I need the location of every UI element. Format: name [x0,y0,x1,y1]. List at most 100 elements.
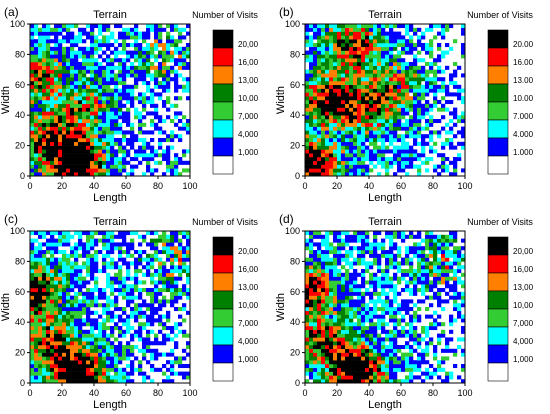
heatmap-cell [186,31,191,36]
heatmap-cell [90,107,95,112]
heatmap-cell [305,303,310,308]
heatmap-cell [365,115,370,120]
heatmap-cell [313,299,318,304]
heatmap-cell [158,138,163,143]
heatmap-cell [309,73,314,78]
heatmap-cell [102,364,107,369]
heatmap-cell [461,168,466,173]
heatmap-cell [341,39,346,44]
heatmap-cell [385,257,390,262]
heatmap-cell [162,295,167,300]
heatmap-cell [146,322,151,327]
heatmap-cell [377,257,382,262]
heatmap-cell [142,153,147,158]
heatmap-cell [389,141,394,146]
heatmap-cell [122,329,127,334]
heatmap-cell [166,337,171,342]
heatmap-cell [337,375,342,380]
heatmap-cell [78,307,83,312]
heatmap-cell [110,246,115,251]
heatmap-cell [38,134,43,139]
heatmap-cell [54,126,59,131]
heatmap-cell [401,360,406,365]
heatmap-cell [66,122,71,127]
heatmap-cell [38,242,43,247]
heatmap-cell [38,326,43,331]
heatmap-cell [134,269,139,274]
heatmap-cell [186,345,191,350]
heatmap-cell [381,96,386,101]
heatmap-cell [357,364,362,369]
heatmap-cell [90,360,95,365]
heatmap-cell [90,134,95,139]
heatmap-cell [329,288,334,293]
heatmap-cell [158,62,163,67]
heatmap-cell [357,307,362,312]
heatmap-cell [349,272,354,277]
heatmap-cell [309,265,314,270]
heatmap-cell [158,69,163,74]
legend-swatch [487,155,509,175]
heatmap-cell [329,272,334,277]
heatmap-cell [397,92,402,97]
heatmap-cell [341,295,346,300]
heatmap-cell [381,356,386,361]
heatmap-cell [114,299,119,304]
heatmap-cell [393,348,398,353]
heatmap-cell [349,367,354,372]
heatmap-cell [90,234,95,239]
heatmap-cell [90,172,95,177]
y-axis-label: Width [275,86,287,114]
heatmap-cell [309,122,314,127]
heatmap-cell [337,234,342,239]
heatmap-cell [122,295,127,300]
heatmap-cell [365,145,370,150]
heatmap-cell [413,269,418,274]
heatmap-cells [30,24,191,177]
heatmap-cell [38,371,43,376]
heatmap-cell [78,69,83,74]
heatmap-cell [317,360,322,365]
heatmap-cell [122,115,127,120]
heatmap-cell [154,81,159,86]
heatmap-cell [162,69,167,74]
heatmap-cell [413,360,418,365]
heatmap-cell [66,153,71,158]
heatmap-cell [313,43,318,48]
heatmap-cell [170,326,175,331]
heatmap-cell [389,280,394,285]
heatmap-cell [34,291,39,296]
heatmap-cell [54,360,59,365]
heatmap-cell [365,111,370,116]
heatmap-cell [66,242,71,247]
heatmap-cell [54,364,59,369]
heatmap-cell [118,291,123,296]
heatmap-cell [401,329,406,334]
heatmap-cell [74,360,79,365]
heatmap-cell [178,54,183,59]
heatmap-cell [186,265,191,270]
heatmap-cell [186,242,191,247]
heatmap-cell [106,84,111,89]
heatmap-cell [317,234,322,239]
heatmap-cell [30,65,35,70]
heatmap-cell [321,96,326,101]
heatmap-cell [365,46,370,51]
heatmap-cell [78,272,83,277]
heatmap-cell [349,145,354,150]
heatmap-cell [86,115,91,120]
heatmap-cell [30,92,35,97]
heatmap-cell [178,65,183,70]
heatmap-cell [46,303,51,308]
heatmap-cell [182,35,187,40]
heatmap-cell [305,50,310,55]
heatmap-cell [46,352,51,357]
heatmap-cell [74,269,79,274]
heatmap-cell [62,122,67,127]
heatmap-cell [377,88,382,93]
heatmap-cell [138,250,143,255]
heatmap-cell [453,39,458,44]
heatmap-cell [325,364,330,369]
heatmap-cell [70,276,75,281]
heatmap-cell [377,160,382,165]
